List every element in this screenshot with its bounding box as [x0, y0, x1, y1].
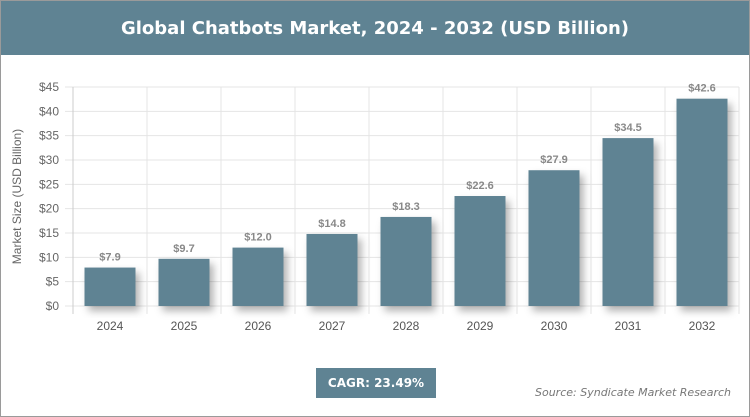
- data-label: $22.6: [466, 180, 494, 192]
- bar-2030: [528, 170, 580, 306]
- x-tick-label: 2024: [97, 319, 124, 333]
- x-tick-label: 2025: [171, 319, 198, 333]
- y-tick-label: $25: [39, 177, 59, 191]
- y-tick-label: $20: [39, 202, 59, 216]
- y-axis-title: Market Size (USD Billion): [10, 129, 24, 264]
- x-tick-label: 2031: [615, 319, 642, 333]
- cagr-badge: CAGR: 23.49%: [316, 368, 436, 398]
- bar-2029: [454, 196, 506, 306]
- data-label: $18.3: [392, 201, 420, 213]
- y-tick-label: $0: [46, 299, 60, 313]
- bar-2026: [232, 247, 284, 306]
- bar-2024: [84, 267, 136, 306]
- y-tick-label: $40: [39, 104, 59, 118]
- x-tick-label: 2028: [393, 319, 420, 333]
- y-tick-label: $30: [39, 153, 59, 167]
- data-label: $42.6: [688, 83, 716, 95]
- data-label: $14.8: [318, 218, 346, 230]
- data-label: $7.9: [99, 252, 120, 264]
- x-tick-label: 2029: [467, 319, 494, 333]
- bar-2031: [602, 138, 654, 306]
- chart-title: Global Chatbots Market, 2024 - 2032 (USD…: [1, 1, 749, 55]
- bar-2027: [306, 233, 358, 306]
- y-tick-label: $35: [39, 129, 59, 143]
- data-label: $34.5: [614, 122, 642, 134]
- y-tick-label: $45: [39, 80, 59, 94]
- y-tick-label: $5: [46, 275, 60, 289]
- x-tick-label: 2030: [541, 319, 568, 333]
- bar-2025: [158, 258, 210, 306]
- bar-2032: [676, 98, 728, 307]
- x-tick-label: 2027: [319, 319, 346, 333]
- y-tick-label: $10: [39, 250, 59, 264]
- source-note: Source: Syndicate Market Research: [535, 386, 731, 399]
- data-label: $27.9: [540, 154, 568, 166]
- x-tick-label: 2026: [245, 319, 272, 333]
- y-tick-label: $15: [39, 226, 59, 240]
- data-label: $12.0: [244, 232, 272, 244]
- bar-2028: [380, 216, 432, 306]
- data-label: $9.7: [173, 243, 194, 255]
- x-tick-label: 2032: [689, 319, 716, 333]
